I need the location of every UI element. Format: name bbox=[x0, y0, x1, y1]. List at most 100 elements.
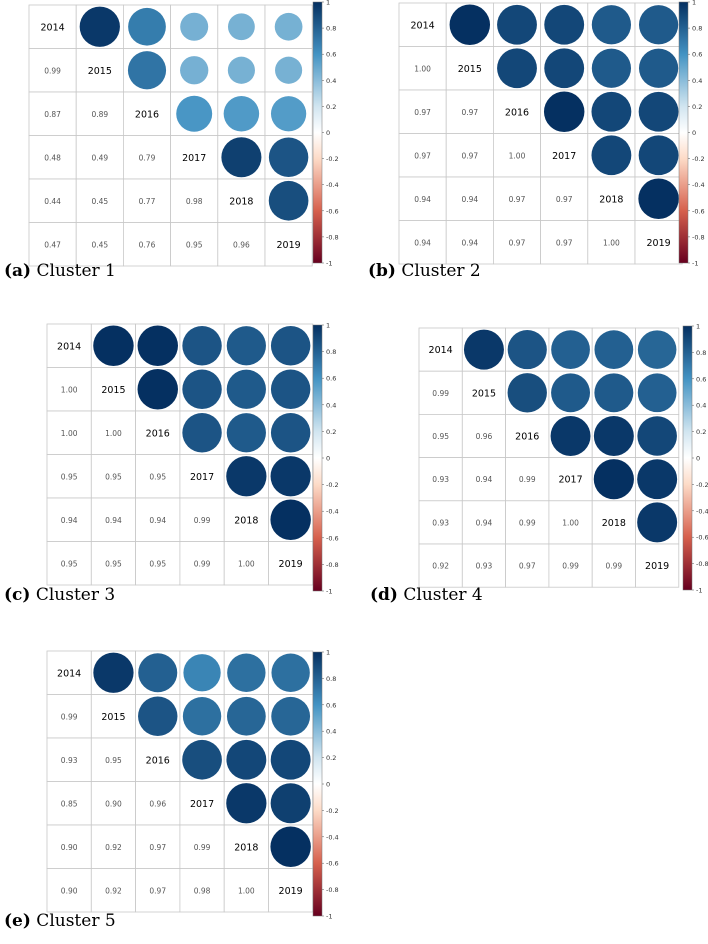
correlation-value-label: 0.94 bbox=[461, 195, 478, 204]
grid-cell bbox=[445, 176, 494, 221]
correlation-circle bbox=[638, 5, 679, 45]
grid-cell bbox=[398, 46, 447, 91]
colorbar-tick-label: 0.8 bbox=[326, 25, 336, 33]
colorbar-tick-label: 0.8 bbox=[696, 349, 706, 357]
grid-cell bbox=[505, 413, 550, 458]
correlation-circle bbox=[226, 326, 266, 366]
correlation-value-label: 0.49 bbox=[91, 153, 108, 162]
correlation-circle bbox=[507, 330, 547, 370]
diagonal-year-label: 2019 bbox=[647, 238, 671, 249]
grid-cell bbox=[217, 222, 266, 267]
grid-cell bbox=[90, 454, 137, 499]
correlation-value-label: 0.94 bbox=[105, 516, 122, 525]
correlation-circle bbox=[270, 96, 307, 132]
correlation-value-label: 0.99 bbox=[562, 562, 579, 571]
colorbar-tick-label: -1 bbox=[692, 260, 698, 268]
grid-cell bbox=[398, 2, 447, 47]
grid-cell bbox=[461, 500, 506, 545]
colorbar-tick-label: 0.4 bbox=[326, 728, 336, 736]
correlation-value-label: 0.89 bbox=[91, 110, 108, 119]
grid-cell bbox=[264, 222, 313, 267]
correlation-circle bbox=[182, 369, 222, 409]
diagonal-year-label: 2015 bbox=[101, 385, 125, 396]
correlation-value-label: 0.90 bbox=[61, 843, 78, 852]
correlation-circle bbox=[543, 91, 585, 132]
diagonal-year-label: 2016 bbox=[146, 755, 170, 766]
colorbar-tick-label: 1 bbox=[326, 649, 330, 657]
correlation-circle bbox=[182, 697, 222, 736]
diagonal-year-label: 2014 bbox=[429, 345, 453, 356]
colorbar-tick-label: -0.8 bbox=[326, 886, 339, 894]
grid-cell bbox=[170, 178, 219, 223]
correlation-value-label: 1.00 bbox=[603, 238, 620, 247]
grid-cell bbox=[46, 410, 92, 455]
correlation-circle bbox=[176, 95, 213, 132]
panel-caption-label: (a) bbox=[4, 261, 32, 281]
correlation-value-label: 0.99 bbox=[194, 843, 211, 852]
grid-cell bbox=[217, 178, 266, 223]
colorbar-tick-label: -0.6 bbox=[692, 207, 705, 215]
correlation-circle bbox=[226, 456, 267, 497]
grid-cell bbox=[635, 543, 680, 588]
correlation-circle bbox=[226, 739, 267, 780]
panel-caption-text: Cluster 1 bbox=[31, 261, 116, 281]
grid-cell bbox=[223, 868, 269, 913]
correlation-circle bbox=[593, 459, 634, 500]
grid-cell bbox=[90, 497, 137, 542]
colorbar-tick-label: -1 bbox=[326, 913, 332, 921]
correlation-value-label: 0.99 bbox=[61, 712, 78, 721]
correlation-circle bbox=[544, 48, 585, 89]
grid-cell bbox=[75, 48, 124, 93]
grid-cell bbox=[418, 413, 463, 458]
panel-caption-text: Cluster 5 bbox=[30, 911, 116, 931]
colorbar-tick-label: -0.8 bbox=[326, 561, 339, 569]
diagonal-year-label: 2016 bbox=[505, 107, 529, 118]
colorbar-tick-label: 0.2 bbox=[692, 103, 702, 111]
grid-cell bbox=[548, 543, 593, 588]
correlation-circle bbox=[270, 826, 311, 867]
grid-cell bbox=[28, 178, 77, 223]
diagonal-year-label: 2017 bbox=[190, 799, 214, 810]
diagonal-year-label: 2014 bbox=[57, 668, 81, 679]
diagonal-year-label: 2017 bbox=[182, 153, 206, 164]
correlation-circle bbox=[137, 369, 178, 410]
correlation-circle bbox=[593, 416, 634, 456]
grid-cell bbox=[418, 327, 463, 372]
grid-cell bbox=[90, 541, 137, 586]
panel-caption-text: Cluster 3 bbox=[30, 585, 116, 605]
correlation-value-label: 0.87 bbox=[44, 110, 61, 119]
colorbar-tick-label: 0 bbox=[696, 455, 700, 463]
correlation-value-label: 0.97 bbox=[149, 843, 166, 852]
correlation-value-label: 0.97 bbox=[556, 238, 573, 247]
correlation-circle bbox=[138, 696, 178, 736]
grid-cell bbox=[46, 541, 92, 586]
correlation-circle bbox=[221, 137, 262, 178]
diagonal-year-label: 2016 bbox=[515, 432, 539, 443]
correlation-value-label: 0.94 bbox=[476, 475, 493, 484]
grid-cell bbox=[268, 541, 314, 586]
correlation-circle bbox=[507, 373, 547, 413]
correlation-value-label: 0.94 bbox=[414, 195, 431, 204]
correlation-value-label: 0.92 bbox=[105, 886, 122, 895]
correlation-value-label: 0.98 bbox=[186, 197, 203, 206]
grid-cell bbox=[123, 178, 172, 223]
diagonal-year-label: 2015 bbox=[458, 64, 482, 75]
colorbar-tick-label: -0.6 bbox=[326, 860, 339, 868]
correlation-circle bbox=[638, 135, 679, 176]
grid-cell bbox=[505, 500, 550, 545]
correlation-circle bbox=[638, 48, 679, 88]
grid-cell bbox=[170, 222, 219, 267]
diagonal-year-label: 2018 bbox=[234, 842, 258, 853]
diagonal-year-label: 2016 bbox=[146, 428, 170, 439]
colorbar-tick-label: 0 bbox=[326, 455, 330, 463]
grid-cell bbox=[418, 543, 463, 588]
correlation-value-label: 0.96 bbox=[149, 799, 166, 808]
correlation-value-label: 0.95 bbox=[105, 756, 122, 765]
correlation-circle bbox=[544, 4, 585, 45]
correlation-value-label: 1.00 bbox=[61, 429, 78, 438]
correlation-circle bbox=[180, 56, 209, 85]
correlation-circle bbox=[93, 652, 134, 693]
grid-cell bbox=[634, 220, 683, 265]
